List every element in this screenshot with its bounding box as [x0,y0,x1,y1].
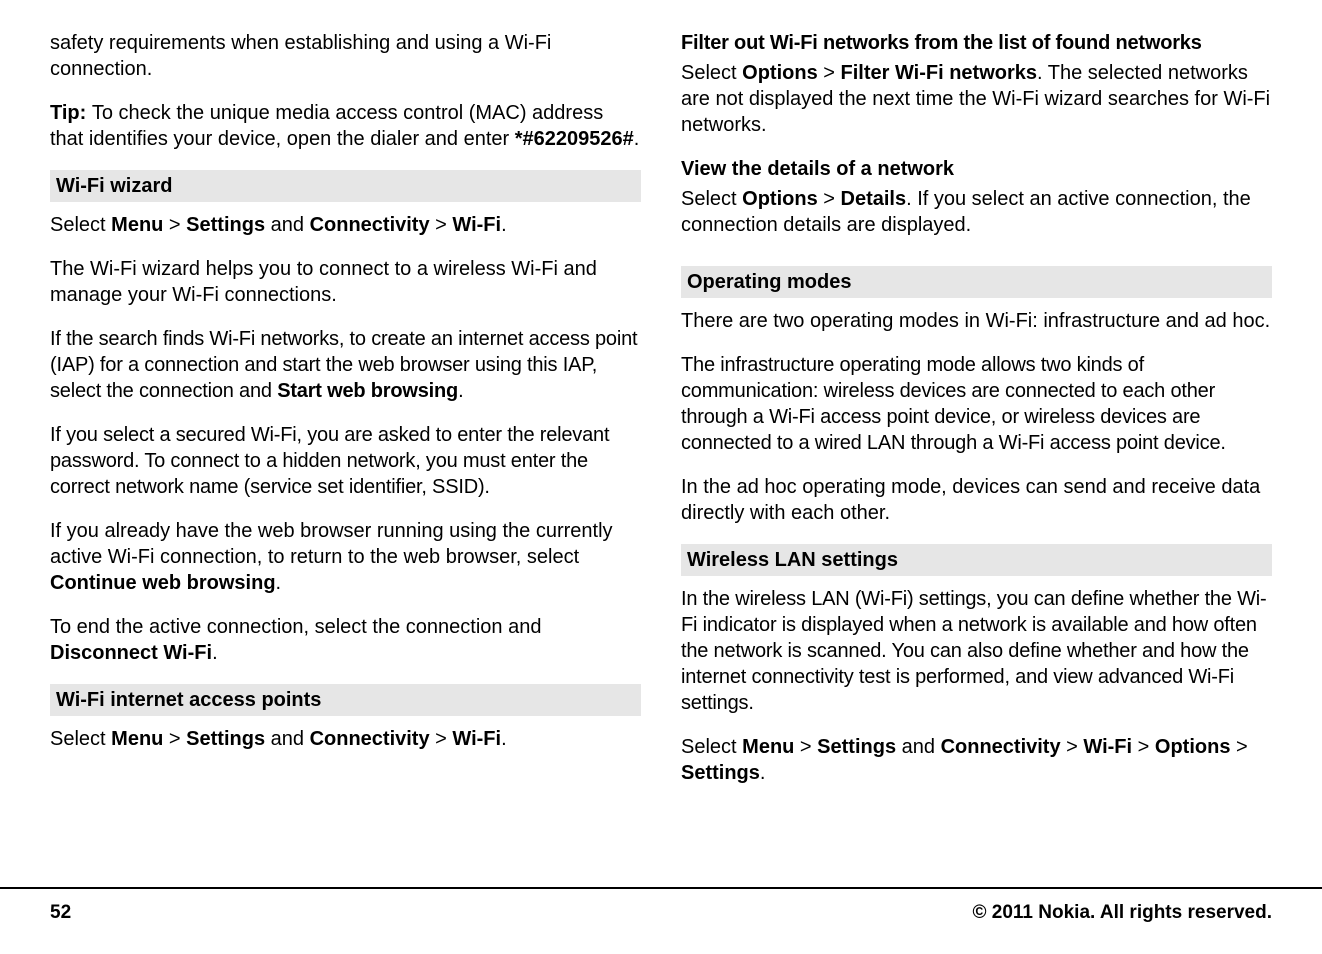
text: and [265,214,309,236]
paragraph: In the wireless LAN (Wi-Fi) settings, yo… [681,586,1272,716]
menu-item: Menu [742,736,794,758]
text: and [265,728,309,750]
text: . [760,762,766,784]
menu-item: Wi-Fi [452,214,501,236]
paragraph: If you select a secured Wi-Fi, you are a… [50,422,641,500]
text: > [794,736,817,758]
text: To end the active connection, select the… [50,616,541,638]
paragraph: If the search finds Wi-Fi networks, to c… [50,326,641,404]
text: Select [50,214,111,236]
menu-item: Menu [111,214,163,236]
inline-heading: View the details of a network [681,156,1272,182]
text: > [818,62,841,84]
text: If you already have the web browser runn… [50,520,613,568]
menu-item: Connectivity [310,728,430,750]
menu-item: Options [742,62,818,84]
menu-item: Settings [186,214,265,236]
page-footer: 52 © 2011 Nokia. All rights reserved. [0,887,1322,926]
tip-paragraph: Tip: To check the unique media access co… [50,100,641,152]
menu-path-paragraph: Select Menu > Settings and Connectivity … [681,734,1272,786]
menu-item: Connectivity [941,736,1061,758]
menu-item: Disconnect Wi-Fi [50,642,212,664]
paragraph: Select Options > Details. If you select … [681,186,1272,238]
menu-path-paragraph: Select Menu > Settings and Connectivity … [50,726,641,752]
paragraph: To end the active connection, select the… [50,614,641,666]
menu-item: Details [841,188,907,210]
paragraph: There are two operating modes in Wi-Fi: … [681,308,1272,334]
section-heading-wifi-wizard: Wi-Fi wizard [50,170,641,202]
paragraph: safety requirements when establishing an… [50,30,641,82]
menu-item: Settings [817,736,896,758]
menu-item: Options [1155,736,1231,758]
menu-item: Filter Wi-Fi networks [841,62,1038,84]
menu-item: Settings [186,728,265,750]
text: Select [681,188,742,210]
text: Select [681,736,742,758]
text: > [818,188,841,210]
menu-path-paragraph: Select Menu > Settings and Connectivity … [50,212,641,238]
copyright-text: © 2011 Nokia. All rights reserved. [973,901,1273,926]
section-heading-operating-modes: Operating modes [681,266,1272,298]
paragraph: If you already have the web browser runn… [50,518,641,596]
paragraph: The infrastructure operating mode allows… [681,352,1272,456]
left-column: safety requirements when establishing an… [50,30,641,804]
text: and [896,736,940,758]
inline-heading: Filter out Wi-Fi networks from the list … [681,30,1272,56]
text: > [430,728,453,750]
paragraph: The Wi-Fi wizard helps you to connect to… [50,256,641,308]
menu-item: Start web browsing [277,380,458,402]
text: . [276,572,282,594]
menu-item: Options [742,188,818,210]
text: . [501,214,507,236]
section-heading-wifi-iap: Wi-Fi internet access points [50,684,641,716]
page-content: safety requirements when establishing an… [0,0,1322,804]
menu-item: Wi-Fi [1083,736,1132,758]
menu-item: Settings [681,762,760,784]
tip-label: Tip: [50,102,92,124]
menu-item: Wi-Fi [452,728,501,750]
text: . [501,728,507,750]
text: . [634,128,640,150]
section-heading-wlan-settings: Wireless LAN settings [681,544,1272,576]
code-text: *#62209526# [515,128,634,150]
menu-item: Continue web browsing [50,572,276,594]
page-number: 52 [50,901,71,926]
menu-item: Menu [111,728,163,750]
text: > [163,728,186,750]
text: > [163,214,186,236]
text: Select [681,62,742,84]
text: > [430,214,453,236]
text: . [458,380,463,402]
text: > [1230,736,1247,758]
paragraph: In the ad hoc operating mode, devices ca… [681,474,1272,526]
menu-item: Connectivity [310,214,430,236]
text: Select [50,728,111,750]
text: > [1061,736,1084,758]
text: > [1132,736,1155,758]
paragraph: Select Options > Filter Wi-Fi networks. … [681,60,1272,138]
right-column: Filter out Wi-Fi networks from the list … [681,30,1272,804]
text: . [212,642,218,664]
